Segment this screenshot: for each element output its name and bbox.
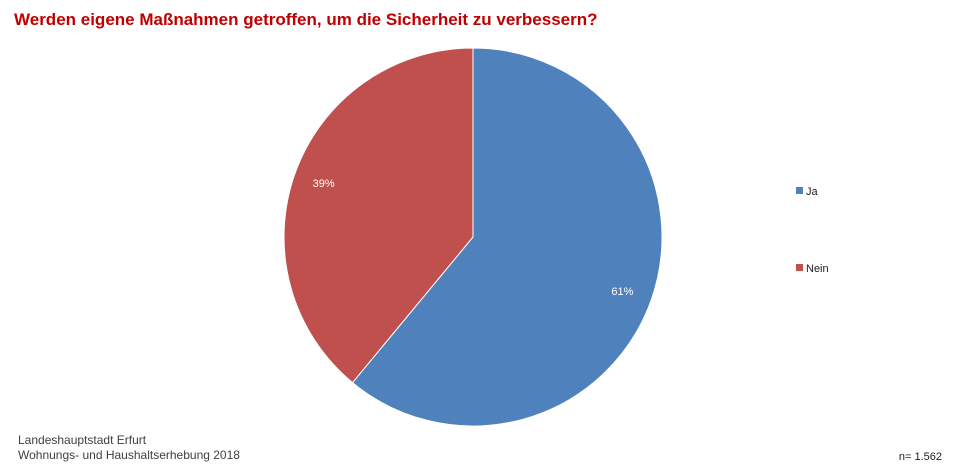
legend-label-nein: Nein [806, 263, 829, 275]
source-note: Landeshauptstadt Erfurt Wohnungs- und Ha… [18, 433, 240, 463]
pie-slices [283, 47, 663, 427]
data-label-nein: 39% [313, 178, 335, 190]
pie-slice-nein [283, 47, 474, 384]
source-line-2: Wohnungs- und Haushaltserhebung 2018 [18, 448, 240, 462]
pie-slice-ja [351, 47, 663, 427]
legend: Ja Nein [796, 186, 829, 275]
pie-data-labels: 61% 39% [313, 178, 634, 298]
chart-title: Werden eigene Maßnahmen getroffen, um di… [14, 10, 598, 29]
legend-swatch-nein [796, 264, 803, 271]
legend-label-ja: Ja [806, 186, 819, 198]
sample-size-note: n= 1.562 [898, 451, 942, 463]
legend-swatch-ja [796, 187, 803, 194]
source-line-1: Landeshauptstadt Erfurt [18, 433, 147, 447]
data-label-ja: 61% [611, 286, 633, 298]
